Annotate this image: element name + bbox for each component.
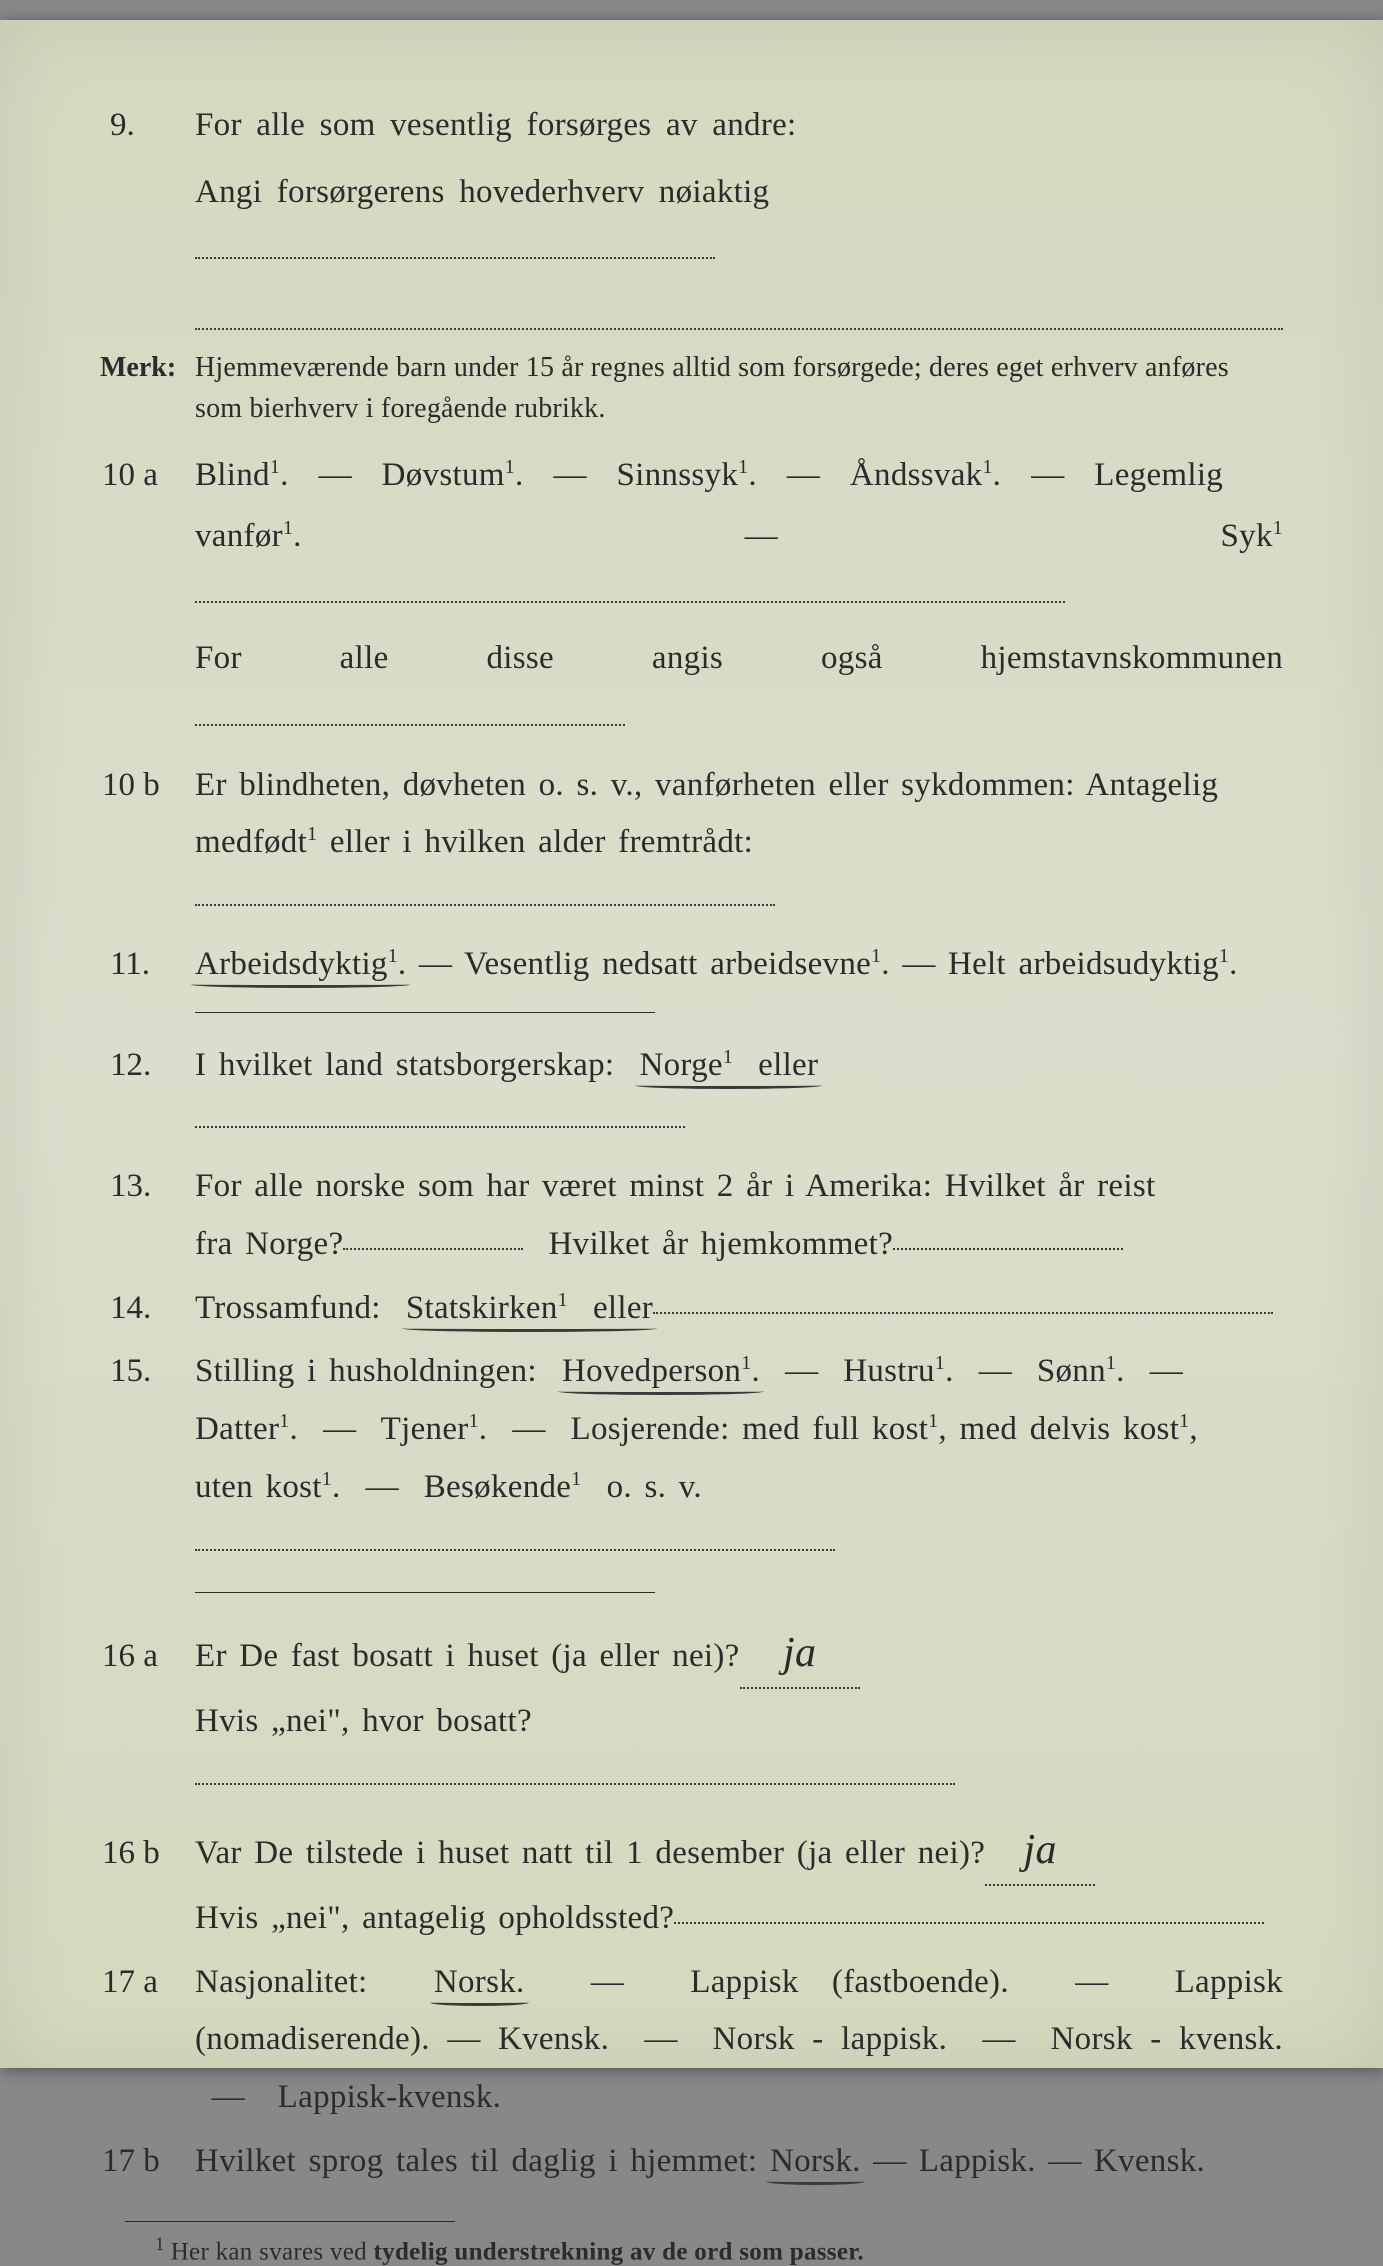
separator-1: [195, 1012, 655, 1013]
q10a-blank2[interactable]: [195, 724, 625, 726]
q16b-number: 16 b: [100, 1835, 195, 1872]
q15-content: Stilling i husholdningen: Hovedperson1. …: [195, 1343, 1283, 1574]
q10a-number: 10 a: [100, 457, 195, 494]
q11-row: 11. Arbeidsdyktig1. — Vesentlig nedsatt …: [100, 936, 1283, 994]
q9-row2: Angi forsørgerens hovederhverv nøiaktig: [100, 162, 1283, 284]
q11-number: 11.: [100, 946, 195, 983]
q16b-blank2[interactable]: [674, 1922, 1264, 1924]
separator-2: [195, 1592, 655, 1593]
merk-row: Merk: Hjemmeværende barn under 15 år reg…: [100, 348, 1283, 429]
q13-row: 13. For alle norske som har været minst …: [100, 1158, 1283, 1274]
q9-text2: Angi forsørgerens hovederhverv nøiaktig: [195, 162, 1283, 284]
q16a-row: 16 a Er De fast bosatt i huset (ja eller…: [100, 1617, 1283, 1808]
q17a-content: Nasjonalitet: Norsk. — Lappisk (fastboen…: [195, 1954, 1283, 2127]
q11-opt1-underlined[interactable]: Arbeidsdyktig1.: [195, 946, 406, 982]
q16a-answer-blank[interactable]: ja: [740, 1613, 860, 1689]
q17a-norsk-underlined[interactable]: Norsk.: [434, 1964, 525, 2000]
q13-blank1[interactable]: [343, 1248, 523, 1250]
q12-number: 12.: [100, 1047, 195, 1084]
q15-hovedperson-underlined[interactable]: Hovedperson1.: [562, 1353, 760, 1389]
q12-row: 12. I hvilket land statsborgerskap: Norg…: [100, 1037, 1283, 1153]
q14-statskirken-underlined[interactable]: Statskirken1 eller: [406, 1290, 653, 1326]
merk-text: Hjemmeværende barn under 15 år regnes al…: [195, 348, 1283, 429]
q13-content: For alle norske som har været minst 2 år…: [195, 1158, 1283, 1274]
q17b-row: 17 b Hvilket sprog tales til daglig i hj…: [100, 2133, 1283, 2191]
q10b-content: Er blindheten, døvheten o. s. v., vanfør…: [195, 757, 1283, 930]
q9-blank-line[interactable]: [195, 290, 1283, 330]
q15-blank[interactable]: [195, 1549, 835, 1551]
merk-label: Merk:: [100, 352, 195, 384]
q11-content: Arbeidsdyktig1. — Vesentlig nedsatt arbe…: [195, 936, 1283, 994]
q16b-answer: ja: [1024, 1827, 1057, 1873]
q16a-content: Er De fast bosatt i huset (ja eller nei)…: [195, 1617, 1283, 1808]
q16b-row: 16 b Var De tilstede i huset natt til 1 …: [100, 1814, 1283, 1947]
q15-row: 15. Stilling i husholdningen: Hovedperso…: [100, 1343, 1283, 1574]
q16a-blank2[interactable]: [195, 1783, 955, 1785]
q10a-blank1[interactable]: [195, 601, 1065, 603]
q10a-row: 10 a Blind1.—Døvstum1.—Sinnssyk1.—Åndssv…: [100, 445, 1283, 750]
q10b-number: 10 b: [100, 767, 195, 804]
q16b-content: Var De tilstede i huset natt til 1 desem…: [195, 1814, 1283, 1947]
q16b-answer-blank[interactable]: ja: [985, 1810, 1095, 1886]
q16a-answer: ja: [783, 1630, 816, 1676]
q13-blank2[interactable]: [893, 1248, 1123, 1250]
q17a-row: 17 a Nasjonalitet: Norsk. — Lappisk (fas…: [100, 1954, 1283, 2127]
q10b-row: 10 b Er blindheten, døvheten o. s. v., v…: [100, 757, 1283, 930]
q16a-number: 16 a: [100, 1638, 195, 1675]
q9-text1: For alle som vesentlig forsørges av andr…: [195, 95, 1283, 156]
q9-number: 9.: [100, 107, 195, 144]
q10a-content: Blind1.—Døvstum1.—Sinnssyk1.—Åndssvak1.—…: [195, 445, 1283, 750]
q12-blank[interactable]: [195, 1126, 685, 1128]
footnote-rule: [125, 2221, 455, 2222]
q13-number: 13.: [100, 1168, 195, 1205]
q15-number: 15.: [100, 1353, 195, 1390]
census-form-page: 9. For alle som vesentlig forsørges av a…: [0, 20, 1383, 2068]
q17b-content: Hvilket sprog tales til daglig i hjemmet…: [195, 2133, 1283, 2191]
q9-row1: 9. For alle som vesentlig forsørges av a…: [100, 95, 1283, 156]
q17b-number: 17 b: [100, 2143, 195, 2180]
q12-norge-underlined[interactable]: Norge1 eller: [639, 1047, 818, 1083]
q17b-norsk-underlined[interactable]: Norsk.: [770, 2143, 861, 2179]
q14-content: Trossamfund: Statskirken1 eller: [195, 1280, 1283, 1338]
q14-row: 14. Trossamfund: Statskirken1 eller: [100, 1280, 1283, 1338]
q9-blank[interactable]: [195, 257, 715, 259]
q10b-blank[interactable]: [195, 904, 775, 906]
q12-content: I hvilket land statsborgerskap: Norge1 e…: [195, 1037, 1283, 1153]
q17a-number: 17 a: [100, 1964, 195, 2001]
q14-blank[interactable]: [653, 1312, 1273, 1314]
q14-number: 14.: [100, 1290, 195, 1327]
footnote: 1Her kan svares ved tydelig understrekni…: [155, 2234, 1283, 2266]
